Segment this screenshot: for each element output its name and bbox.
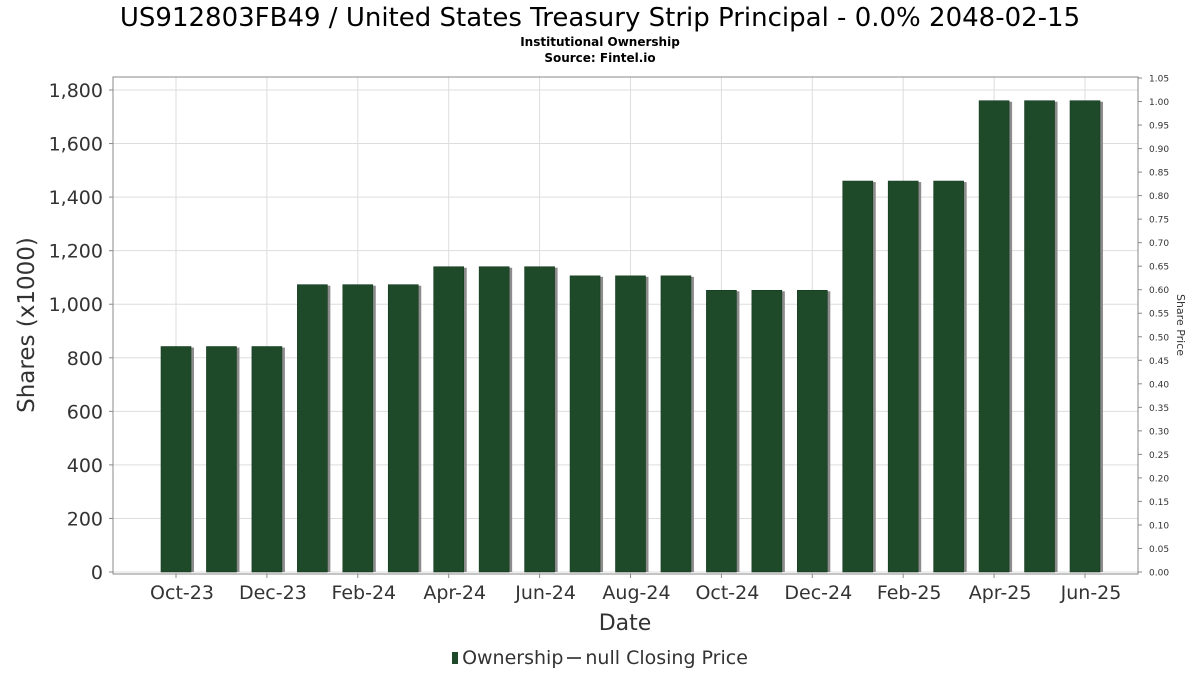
- ownership-bar: [206, 346, 237, 573]
- y2-tick-label: 1.05: [1149, 75, 1169, 85]
- y2-tick-label: 0.20: [1149, 474, 1169, 484]
- y2-axis-label: Share Price: [1174, 294, 1187, 356]
- y2-tick-label: 0.15: [1149, 498, 1169, 508]
- legend-price-label: null Closing Price: [585, 647, 748, 669]
- y2-axis-ticks: 0.00 0.05 0.10 0.15 0.20 0.25 0.30 0.35 0.40 0.45…: [1138, 75, 1169, 579]
- ownership-bar: [251, 346, 283, 573]
- ownership-bars: [113, 100, 1138, 575]
- ownership-bar: [1069, 100, 1101, 573]
- ownership-bar: [933, 180, 964, 573]
- y2-tick-label: 0.75: [1149, 216, 1169, 226]
- x-tick-label: Dec-24: [784, 582, 852, 604]
- x-tick-label: Apr-25: [969, 582, 1032, 604]
- x-tick-label: Aug-24: [602, 582, 670, 604]
- y2-tick-label: 0.50: [1149, 333, 1169, 343]
- legend: Ownership null Closing Price: [0, 647, 1200, 669]
- y2-tick-label: 0.00: [1149, 569, 1169, 579]
- ownership-bar: [796, 289, 828, 573]
- ownership-bar: [524, 266, 555, 573]
- y-tick-label: 1,600: [49, 134, 103, 156]
- y-tick-label: 1,800: [49, 80, 103, 102]
- y2-tick-label: 0.70: [1149, 239, 1169, 249]
- ownership-bar: [342, 284, 374, 573]
- ownership-bar: [1024, 100, 1055, 573]
- x-tick-label: Jun-25: [1060, 582, 1122, 604]
- ownership-bar: [660, 275, 692, 573]
- ownership-bar: [615, 275, 646, 573]
- x-tick-label: Feb-24: [331, 582, 396, 604]
- y-tick-label: 800: [67, 348, 103, 370]
- ownership-bar: [842, 180, 874, 573]
- y2-tick-label: 0.55: [1149, 310, 1169, 320]
- y2-tick-label: 0.80: [1149, 192, 1169, 202]
- y-tick-label: 200: [67, 508, 103, 530]
- x-tick-label: Dec-23: [239, 582, 307, 604]
- y2-tick-label: 0.10: [1149, 521, 1169, 531]
- y-axis-label: Shares (x1000): [14, 237, 40, 413]
- y2-tick-label: 0.60: [1149, 286, 1169, 296]
- y2-tick-label: 0.30: [1149, 427, 1169, 437]
- y-tick-label: 1,200: [49, 241, 103, 263]
- y-tick-label: 400: [67, 455, 103, 477]
- chart-title: US912803FB49 / United States Treasury St…: [119, 3, 1081, 33]
- ownership-bar: [478, 266, 510, 573]
- y2-tick-label: 0.65: [1149, 263, 1169, 273]
- ownership-bar: [387, 284, 419, 573]
- y2-tick-label: 0.95: [1149, 122, 1169, 132]
- ownership-bar: [297, 284, 328, 573]
- ownership-bar: [433, 266, 465, 573]
- y-tick-label: 1,000: [49, 294, 103, 316]
- x-axis-ticks: Oct-23 Dec-23 Feb-24 Apr-24 Jun-24 Aug-24 Oct-…: [150, 574, 1121, 604]
- y2-tick-label: 0.35: [1149, 404, 1169, 414]
- ownership-bar: [887, 180, 919, 573]
- x-tick-label: Jun-24: [514, 582, 576, 604]
- x-tick-label: Apr-24: [423, 582, 486, 604]
- y2-tick-label: 0.85: [1149, 169, 1169, 179]
- x-tick-label: Feb-25: [877, 582, 942, 604]
- x-tick-label: Oct-24: [695, 582, 759, 604]
- ownership-bar: [706, 289, 737, 573]
- x-axis-label: Date: [599, 611, 652, 636]
- x-tick-label: Oct-23: [150, 582, 214, 604]
- chart-source: Source: Fintel.io: [544, 51, 656, 65]
- legend-ownership-label: Ownership: [462, 647, 564, 669]
- y2-tick-label: 0.25: [1149, 451, 1169, 461]
- legend-price-swatch: [567, 656, 582, 659]
- y2-tick-label: 0.05: [1149, 545, 1169, 555]
- y2-tick-label: 1.00: [1149, 98, 1169, 108]
- y2-tick-label: 0.40: [1149, 380, 1169, 390]
- ownership-bar: [751, 289, 783, 573]
- y-tick-label: 600: [67, 401, 103, 423]
- y-axis-ticks: 0 200 400 600 800 1,000 1,200 1,400 1,600 1,800: [49, 80, 113, 584]
- y-tick-label: 1,400: [49, 187, 103, 209]
- y2-tick-label: 0.45: [1149, 357, 1169, 367]
- y-tick-label: 0: [91, 562, 103, 584]
- ownership-bar: [569, 275, 601, 573]
- y2-tick-label: 0.90: [1149, 145, 1169, 155]
- ownership-bar: [160, 346, 192, 573]
- chart-subtitle: Institutional Ownership: [520, 35, 680, 49]
- ownership-bar: [978, 100, 1010, 573]
- legend-ownership-swatch: [452, 651, 459, 664]
- chart-area: 0 200 400 600 800 1,000 1,200 1,400 1,600 1,800 0…: [14, 75, 1187, 637]
